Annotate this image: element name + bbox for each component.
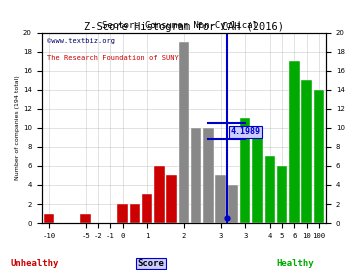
Bar: [142, 194, 152, 223]
Bar: [301, 80, 312, 223]
Bar: [240, 118, 251, 223]
Bar: [191, 128, 201, 223]
Title: Z-Score Histogram for CAH (2016): Z-Score Histogram for CAH (2016): [84, 22, 284, 32]
Bar: [179, 42, 189, 223]
Bar: [203, 128, 213, 223]
Text: ©www.textbiz.org: ©www.textbiz.org: [47, 38, 115, 44]
Bar: [252, 137, 263, 223]
Y-axis label: Number of companies (194 total): Number of companies (194 total): [15, 75, 20, 180]
Text: Score: Score: [138, 259, 165, 268]
Bar: [228, 185, 238, 223]
Bar: [44, 214, 54, 223]
Bar: [166, 176, 177, 223]
Text: 4.1989: 4.1989: [230, 127, 261, 136]
Bar: [265, 156, 275, 223]
Text: Sector: Consumer Non-Cyclical: Sector: Consumer Non-Cyclical: [102, 21, 258, 30]
Bar: [216, 176, 226, 223]
Text: The Research Foundation of SUNY: The Research Foundation of SUNY: [47, 55, 179, 61]
Text: Healthy: Healthy: [276, 259, 314, 268]
Bar: [154, 166, 165, 223]
Bar: [277, 166, 287, 223]
Bar: [289, 61, 300, 223]
Text: Unhealthy: Unhealthy: [10, 259, 58, 268]
Bar: [314, 90, 324, 223]
Bar: [117, 204, 128, 223]
Bar: [130, 204, 140, 223]
Bar: [81, 214, 91, 223]
